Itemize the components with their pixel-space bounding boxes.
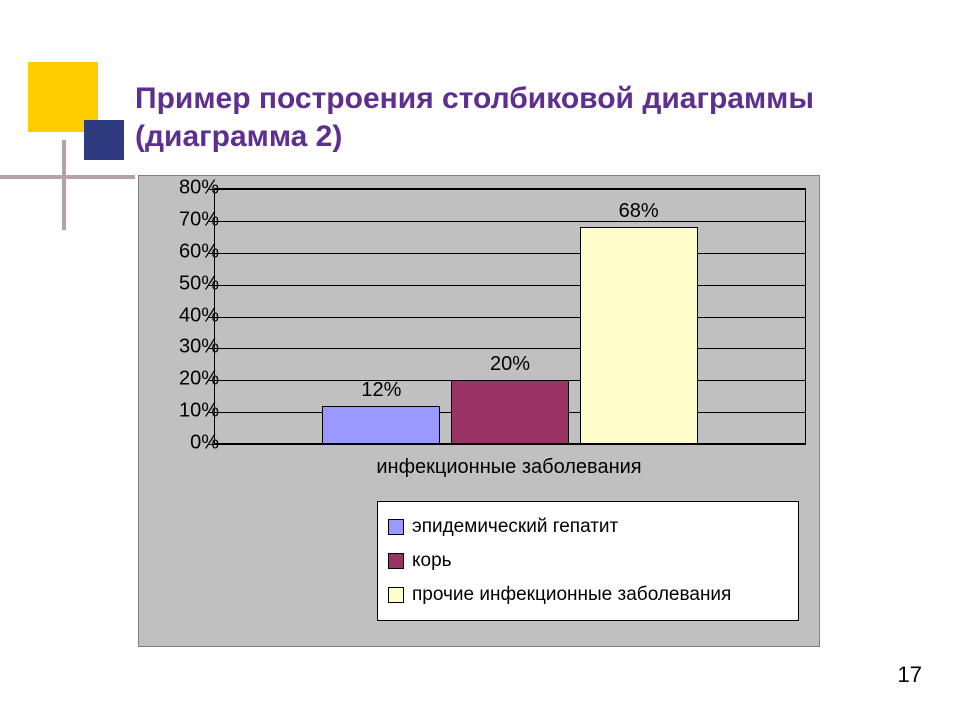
grid-line [215,285,805,286]
y-tick-label: 40% [159,304,219,327]
y-tick-label: 60% [159,240,219,263]
legend-item: эпидемический гепатит [388,510,788,544]
bar [322,406,440,444]
chart-frame: 12% 20% 68% инфекционные заболевания эпиде… [138,175,820,647]
decor-line-vertical [62,140,66,230]
legend-item: корь [388,544,788,578]
legend-swatch [388,519,404,535]
y-tick-label: 80% [159,177,219,200]
slide-title: Пример построения столбиковой диаграммы … [135,80,895,155]
legend: эпидемический гепатит корь прочие инфекцио… [377,501,799,621]
decor-line-horizontal [0,175,135,179]
grid-line [215,348,805,349]
plot-area: 12% 20% 68% [214,188,806,445]
legend-label: прочие инфекционные заболевания [412,584,731,606]
x-axis-label: инфекционные заболевания [214,456,804,479]
slide: Пример построения столбиковой диаграммы … [0,0,960,720]
y-tick-label: 70% [159,208,219,231]
grid-line [215,317,805,318]
bar-value-label: 68% [619,200,659,223]
legend-label: эпидемический гепатит [412,516,618,538]
grid-line [215,189,805,190]
y-tick-label: 20% [159,368,219,391]
bar-value-label: 20% [490,353,530,376]
bar-value-label: 12% [361,379,401,402]
legend-swatch [388,587,404,603]
bar [580,227,698,444]
grid-line [215,221,805,222]
y-tick-label: 10% [159,400,219,423]
bar [451,380,569,444]
grid-line [215,253,805,254]
legend-swatch [388,553,404,569]
y-tick-label: 0% [159,432,219,455]
page-number: 17 [898,662,922,688]
legend-item: прочие инфекционные заболевания [388,578,788,612]
decor-square-blue [84,120,124,160]
y-tick-label: 30% [159,336,219,359]
legend-label: корь [412,550,452,572]
y-tick-label: 50% [159,272,219,295]
